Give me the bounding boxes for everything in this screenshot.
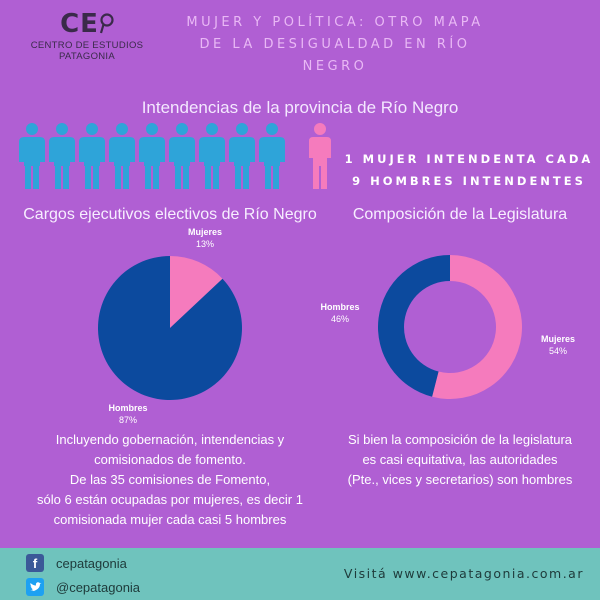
slice-label-mujeres: Mujeres xyxy=(541,334,575,344)
website-link[interactable]: Visitá www.cepatagonia.com.ar xyxy=(343,566,584,581)
facebook-link[interactable]: f cepatagonia xyxy=(26,554,127,572)
man-icon xyxy=(109,123,135,189)
main-title-line-3: NEGRO xyxy=(302,59,368,74)
desc-right-line-3: (Pte., vices y secretarios) son hombres xyxy=(347,472,573,487)
logo: CE CENTRO DE ESTUDIOS PATAGONIA xyxy=(22,8,152,62)
desc-left-line-3: De las 35 comisiones de Fomento, xyxy=(69,472,271,487)
twitter-handle: @cepatagonia xyxy=(56,579,141,595)
man-icon xyxy=(19,123,45,189)
man-icon xyxy=(169,123,195,189)
slice-value-mujeres: 13% xyxy=(196,239,214,249)
man-icon xyxy=(49,123,75,189)
desc-left-line-5: comisionada mujer cada casi 5 hombres xyxy=(53,512,287,527)
man-icon xyxy=(199,123,225,189)
twitter-icon xyxy=(26,578,44,596)
desc-left-line-1: Incluyendo gobernación, intendencias y xyxy=(55,432,285,447)
slice-label-hombres: Hombres xyxy=(320,302,359,312)
woman-icon xyxy=(309,123,331,189)
slice-label-mujeres: Mujeres xyxy=(188,228,222,237)
main-title: MUJER Y POLÍTICA: OTRO MAPA DE LA DESIGU… xyxy=(160,12,510,78)
desc-right-line-1: Si bien la composición de la legislatura xyxy=(347,432,572,447)
pie-chart-ejecutivos: Mujeres 13% Hombres 87% xyxy=(98,228,242,425)
slice-value-hombres: 46% xyxy=(331,314,349,324)
slice-mujeres xyxy=(170,256,223,328)
man-icon xyxy=(229,123,255,189)
chart-ejecutivos-title: Cargos ejecutivos electivos de Río Negro xyxy=(23,206,317,223)
chart-legislatura-title: Composición de la Legislatura xyxy=(352,206,568,223)
logo-mark: CE xyxy=(22,8,152,40)
description-ejecutivos: Incluyendo gobernación, intendencias y c… xyxy=(20,430,320,530)
desc-right-line-2: es casi equitativa, las autoridades xyxy=(362,452,558,467)
footer: f cepatagonia @cepatagonia Visitá www.ce… xyxy=(0,548,600,600)
slice-hombres xyxy=(378,255,450,397)
donut-chart-legislatura: Mujeres 54% Hombres 46% xyxy=(320,255,575,399)
description-legislatura: Si bien la composición de la legislatura… xyxy=(330,430,590,490)
women-icons-row xyxy=(309,123,331,189)
desc-left-line-2: comisionados de fomento. xyxy=(94,452,246,467)
facebook-handle: cepatagonia xyxy=(56,555,127,571)
main-title-line-1: MUJER Y POLÍTICA: OTRO MAPA xyxy=(186,15,484,30)
slice-hombres xyxy=(98,256,242,400)
slice-value-mujeres: 54% xyxy=(549,346,567,356)
logo-line-2: PATAGONIA xyxy=(58,51,115,62)
stat-line-1: 1 MUJER INTENDENTA CADA xyxy=(344,152,594,166)
logo-letters: CE xyxy=(60,9,99,39)
slice-label-hombres: Hombres xyxy=(108,403,147,413)
intendencias-title: Intendencias de la provincia de Río Negr… xyxy=(141,98,459,117)
slice-value-hombres: 87% xyxy=(119,415,137,425)
twitter-link[interactable]: @cepatagonia xyxy=(26,578,140,596)
slice-mujeres xyxy=(432,255,522,399)
intendencias-stat: 1 MUJER INTENDENTA CADA 9 HOMBRES INTEND… xyxy=(338,148,600,192)
main-title-line-2: DE LA DESIGUALDAD EN RÍO xyxy=(199,37,471,52)
man-icon xyxy=(139,123,165,189)
facebook-icon: f xyxy=(26,554,44,572)
man-icon xyxy=(259,123,285,189)
logo-line-1: CENTRO DE ESTUDIOS xyxy=(30,40,144,51)
man-icon xyxy=(79,123,105,189)
men-icons-row xyxy=(19,123,285,189)
desc-left-line-4: sólo 6 están ocupadas por mujeres, es de… xyxy=(37,492,303,507)
stat-line-2: 9 HOMBRES INTENDENTES xyxy=(352,174,586,188)
location-pin-icon xyxy=(99,13,114,34)
